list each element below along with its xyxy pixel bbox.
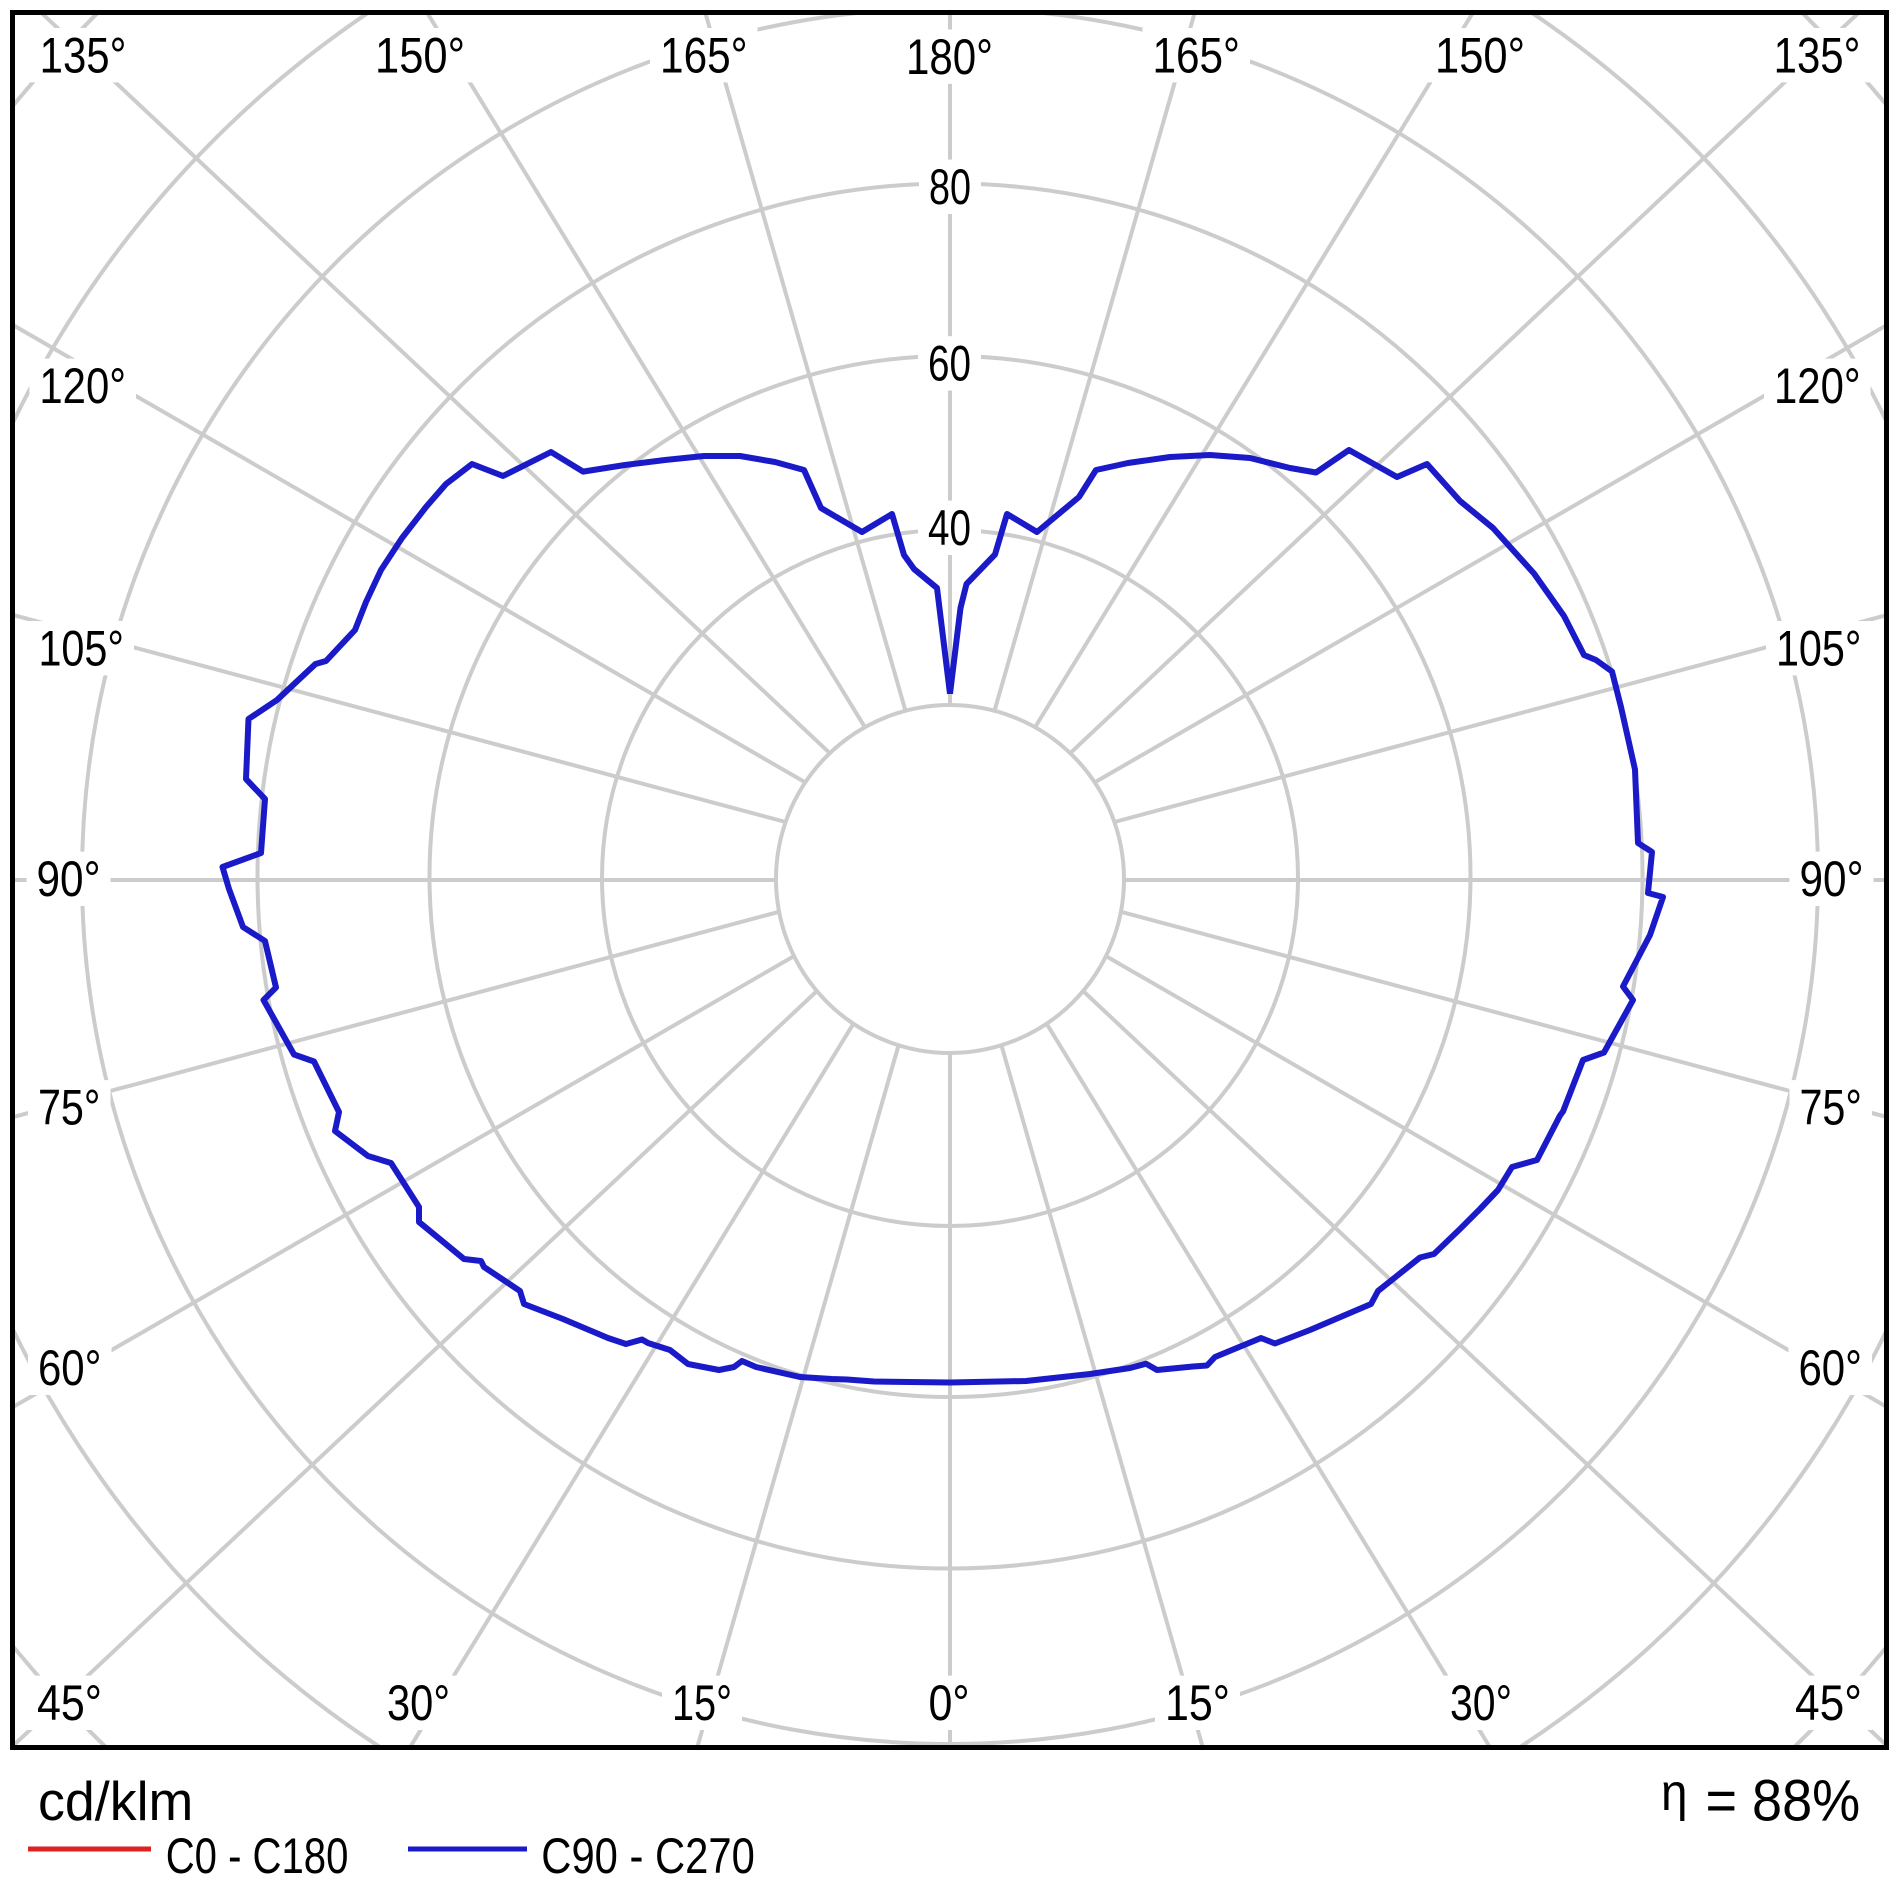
svg-text:165°: 165° — [660, 27, 748, 83]
svg-text:30°: 30° — [387, 1675, 450, 1731]
svg-text:90°: 90° — [1800, 851, 1864, 907]
svg-text:150°: 150° — [375, 27, 465, 83]
svg-text:C0 - C180: C0 - C180 — [166, 1828, 349, 1884]
svg-text:15°: 15° — [1165, 1675, 1230, 1731]
svg-text:150°: 150° — [1435, 27, 1525, 83]
svg-text:120°: 120° — [39, 358, 126, 414]
svg-text:60°: 60° — [1798, 1340, 1862, 1396]
svg-text:135°: 135° — [1774, 27, 1861, 83]
svg-text:60°: 60° — [38, 1340, 102, 1396]
svg-text:105°: 105° — [38, 620, 124, 676]
svg-text:= 88%: = 88% — [1706, 1768, 1861, 1833]
svg-text:C90 - C270: C90 - C270 — [541, 1828, 755, 1884]
svg-text:180°: 180° — [906, 29, 993, 85]
svg-text:60: 60 — [928, 336, 971, 392]
svg-text:15°: 15° — [672, 1675, 732, 1731]
svg-text:120°: 120° — [1774, 358, 1861, 414]
svg-text:45°: 45° — [1795, 1675, 1862, 1731]
svg-text:45°: 45° — [37, 1675, 102, 1731]
svg-text:cd/klm: cd/klm — [38, 1771, 193, 1832]
svg-text:135°: 135° — [40, 27, 127, 83]
svg-text:105°: 105° — [1776, 620, 1862, 676]
svg-text:0°: 0° — [928, 1675, 969, 1731]
svg-text:75°: 75° — [38, 1080, 101, 1136]
svg-text:165°: 165° — [1152, 27, 1240, 83]
svg-text:40: 40 — [928, 500, 971, 556]
svg-text:η: η — [1661, 1764, 1688, 1822]
svg-text:75°: 75° — [1799, 1080, 1862, 1136]
svg-text:90°: 90° — [37, 851, 101, 907]
svg-text:80: 80 — [929, 159, 971, 215]
svg-text:30°: 30° — [1450, 1675, 1512, 1731]
